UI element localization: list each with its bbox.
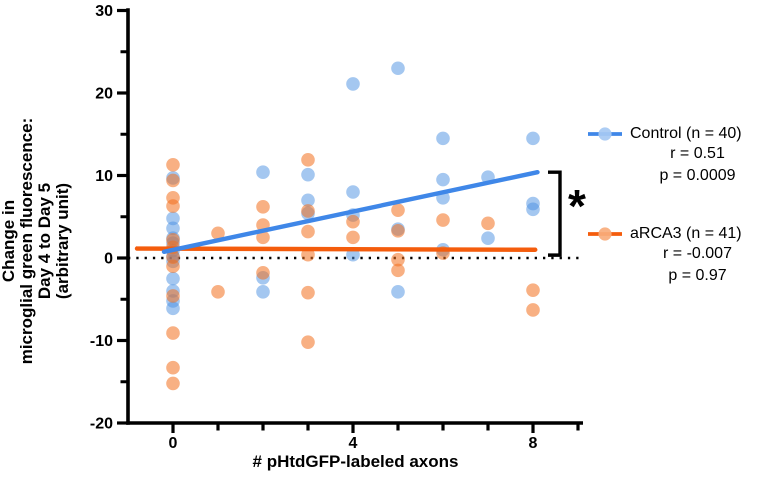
y-axis-title-line-2: microglial green fluorescence: [17,117,36,365]
data-point-arca3 [166,173,180,188]
legend-control-label: Control (n = 40) [630,125,742,142]
data-point-arca3 [256,266,270,280]
data-point-arca3 [526,303,540,317]
data-point-control [526,202,540,217]
data-point-arca3 [391,252,405,267]
y-axis-title-line-1: Change in [0,199,18,283]
data-point-arca3 [211,226,225,241]
y-tick-label: -10 [90,333,113,350]
data-point-arca3 [166,326,180,340]
data-point-control [391,285,405,299]
data-point-control [481,231,495,245]
data-point-arca3 [256,200,270,214]
data-point-control [166,221,180,236]
data-point-arca3 [346,230,360,245]
y-axis-title-line-3: Day 4 to Day 5 [35,182,54,300]
y-tick-label: -20 [90,416,113,433]
y-axis-title-line-4: (arbitrary unit) [53,182,72,300]
data-point-arca3 [526,283,540,297]
y-tick-label: 0 [104,251,113,268]
control-trend-line [161,169,540,255]
legend-arca3-label: aRCA3 (n = 41) [630,225,742,242]
x-tick-label: 4 [349,435,358,452]
data-point-arca3 [391,263,405,278]
data-point-arca3 [166,376,180,391]
x-axis-title: # pHtdGFP-labeled axons [252,452,459,471]
data-point-arca3 [166,199,180,213]
legend-control-r-value: r = 0.51 [670,145,725,162]
data-point-arca3 [301,224,315,239]
y-tick-label: 10 [95,168,113,185]
data-point-control [346,185,360,199]
data-point-control [346,77,360,91]
legend-control-p-value: p = 0.0009 [659,167,736,184]
data-point-control [391,61,405,76]
data-point-arca3 [301,335,315,349]
data-point-control [166,211,180,226]
significance-bracket [548,170,562,257]
data-point-control [526,131,540,146]
data-point-arca3 [436,213,450,227]
data-point-arca3 [391,203,405,217]
legend-entry-control: Control (n = 40) r = 0.51 p = 0.0009 [588,125,767,187]
data-point-arca3 [211,285,225,299]
data-point-control [166,271,180,286]
data-point-control [301,167,315,182]
data-point-control [256,165,270,179]
legend-entry-arca3: aRCA3 (n = 41) r = -0.007 p = 0.97 [588,225,767,287]
data-point-control [166,301,180,316]
legend-arca3-p-value: p = 0.97 [668,267,727,284]
data-point-arca3 [166,259,180,274]
significance-asterisk: * [568,180,586,232]
data-point-arca3 [256,230,270,245]
data-point-arca3 [166,360,180,375]
y-tick-label: 30 [95,3,113,20]
y-tick-label: 20 [95,86,113,103]
data-point-arca3 [301,153,315,167]
x-tick-label: 8 [529,435,538,452]
data-point-arca3 [301,285,315,300]
data-point-arca3 [481,216,495,231]
legend-control-row: Control (n = 40) [588,125,767,143]
control-series-marker-icon [588,127,622,141]
data-point-control [301,193,315,208]
arca3-trend-line [134,246,538,252]
data-point-arca3 [166,157,180,172]
legend-arca3-row: aRCA3 (n = 41) [588,225,767,243]
data-point-control [436,172,450,187]
data-point-arca3 [301,204,315,218]
data-point-control [256,285,270,299]
data-point-control [436,131,450,146]
data-point-arca3 [301,247,315,262]
legend-arca3-r-value: r = -0.007 [663,245,732,262]
x-tick-label: 0 [169,435,178,452]
data-point-arca3 [346,214,360,229]
arca3-series-marker-icon [588,227,622,241]
data-point-arca3 [391,223,405,238]
data-point-arca3 [166,289,180,303]
y-axis-title: Change in microglial green fluorescence:… [0,31,84,451]
